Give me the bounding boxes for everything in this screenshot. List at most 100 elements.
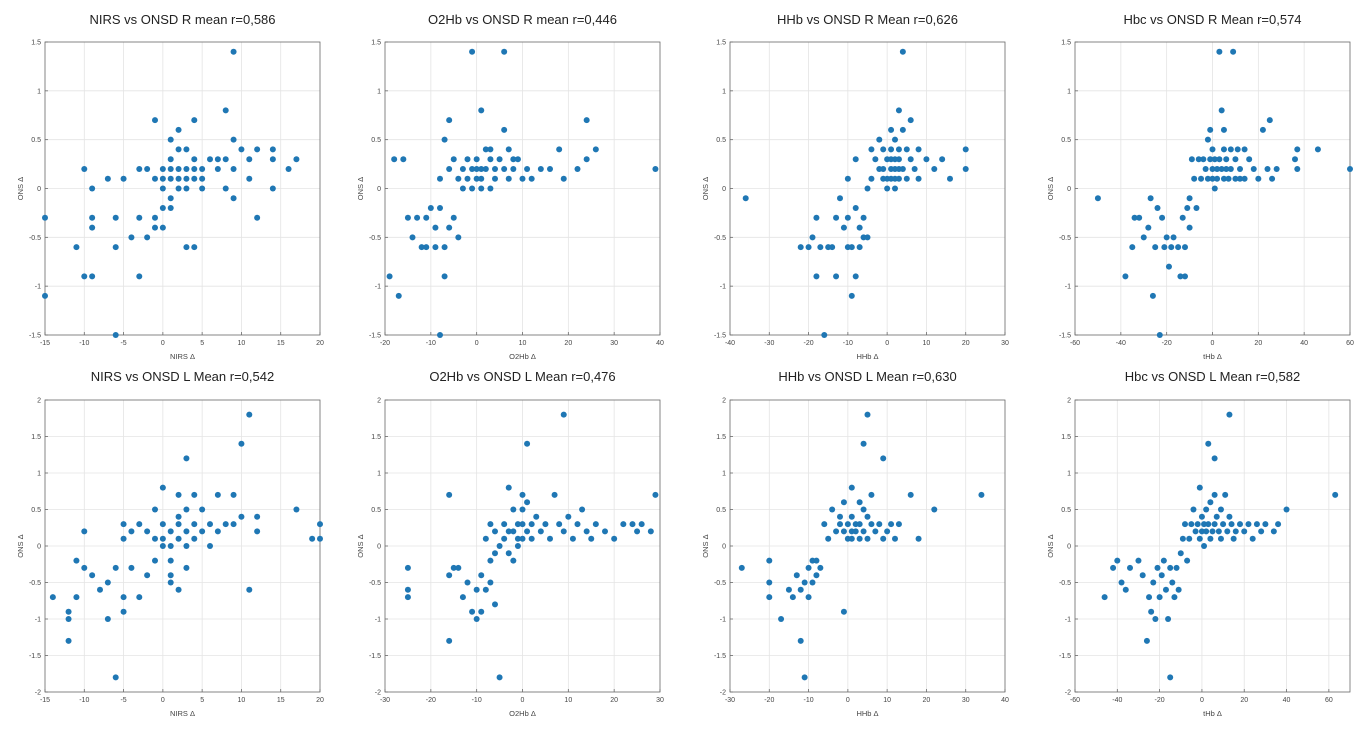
data-point <box>1255 175 1262 182</box>
x-tick-label: 0 <box>161 340 165 347</box>
y-tick-label: 1 <box>377 471 381 478</box>
y-axis-label: ONS Δ <box>356 534 365 557</box>
data-point <box>519 521 526 528</box>
data-point <box>1227 146 1234 153</box>
data-point <box>533 513 540 520</box>
x-tick-label: 5 <box>200 697 204 704</box>
data-point <box>766 594 773 601</box>
data-point <box>907 491 914 498</box>
x-tick-label: -20 <box>380 340 390 347</box>
data-point <box>469 165 476 172</box>
data-point <box>884 185 891 192</box>
y-tick-label: 0.5 <box>371 137 381 144</box>
data-point <box>789 594 796 601</box>
data-point <box>880 455 887 462</box>
data-point <box>542 521 549 528</box>
y-tick-label: 0 <box>722 544 726 551</box>
x-tick-label: 10 <box>238 697 246 704</box>
data-point <box>1094 195 1101 202</box>
y-tick-label: -0.5 <box>714 580 726 587</box>
data-point <box>821 521 828 528</box>
data-point <box>1184 205 1191 212</box>
data-point <box>112 332 119 338</box>
x-tick-label: 30 <box>656 697 664 704</box>
data-point <box>482 535 489 542</box>
data-point <box>191 535 198 542</box>
data-point <box>524 440 531 447</box>
data-point <box>183 528 190 535</box>
data-point <box>136 165 143 172</box>
y-tick-label: 0 <box>377 186 381 193</box>
data-point <box>638 521 645 528</box>
data-point <box>238 146 245 153</box>
data-point <box>620 521 627 528</box>
y-tick-label: -1.5 <box>714 653 726 660</box>
y-axis-label: ONS Δ <box>701 534 710 557</box>
x-tick-label: 0 <box>475 340 479 347</box>
data-point <box>1209 146 1216 153</box>
x-tick-label: 20 <box>1254 340 1262 347</box>
data-point <box>1211 156 1218 163</box>
data-point <box>81 528 88 535</box>
data-point <box>1232 156 1239 163</box>
data-point <box>42 292 48 299</box>
data-point <box>524 499 531 506</box>
data-point <box>1182 273 1188 280</box>
x-tick-label: 0 <box>846 697 850 704</box>
data-point <box>455 175 462 182</box>
y-tick-label: 1 <box>1067 471 1071 478</box>
data-point <box>1228 521 1235 528</box>
y-tick-label: -1.5 <box>1059 653 1071 660</box>
data-point <box>797 637 804 644</box>
data-point <box>860 440 867 447</box>
data-point <box>230 48 237 55</box>
data-point <box>404 586 411 593</box>
data-point <box>455 234 462 241</box>
data-point <box>652 165 659 172</box>
x-tick-label: -10 <box>804 697 814 704</box>
data-point <box>848 244 855 251</box>
data-point <box>1129 244 1136 251</box>
data-point <box>254 513 261 520</box>
y-tick-label: -1.5 <box>369 653 381 660</box>
data-point <box>829 244 836 251</box>
x-tick-label: -20 <box>1162 340 1172 347</box>
data-point <box>524 165 531 172</box>
data-point <box>868 491 875 498</box>
data-point <box>167 195 174 202</box>
y-tick-label: 1 <box>1067 88 1071 95</box>
data-point <box>872 156 879 163</box>
data-point <box>112 674 119 681</box>
data-point <box>144 572 151 579</box>
data-point <box>473 616 480 622</box>
data-point <box>1347 165 1353 172</box>
data-point <box>1198 513 1205 520</box>
y-tick-label: 1 <box>37 471 41 478</box>
data-point <box>1202 165 1209 172</box>
data-point <box>579 506 586 513</box>
data-point <box>246 156 253 163</box>
data-point <box>1273 165 1280 172</box>
x-tick-label: -20 <box>1155 697 1165 704</box>
data-point <box>404 564 411 571</box>
data-point <box>446 637 453 644</box>
data-point <box>254 528 261 535</box>
data-point <box>1226 513 1233 520</box>
chart-title: HHb vs ONSD L Mean r=0,630 <box>778 369 956 384</box>
data-point <box>487 579 494 586</box>
data-point <box>459 594 466 601</box>
data-point <box>895 175 902 182</box>
data-point <box>1262 521 1269 528</box>
data-point <box>583 528 590 535</box>
data-point <box>459 185 466 192</box>
data-point <box>167 579 174 586</box>
data-point <box>446 165 453 172</box>
x-tick-label: 10 <box>923 340 931 347</box>
data-point <box>175 185 182 192</box>
data-point <box>1203 528 1210 535</box>
scatter-panel-7: -30 -20 -10 0 10 20 30 40 -2 -1.5 -1 -0.5 0 0.5 1 1.5 2 H… <box>701 369 1009 718</box>
data-point <box>829 506 836 513</box>
data-point <box>1201 521 1208 528</box>
data-point <box>560 175 567 182</box>
y-tick-label: 0 <box>1067 544 1071 551</box>
